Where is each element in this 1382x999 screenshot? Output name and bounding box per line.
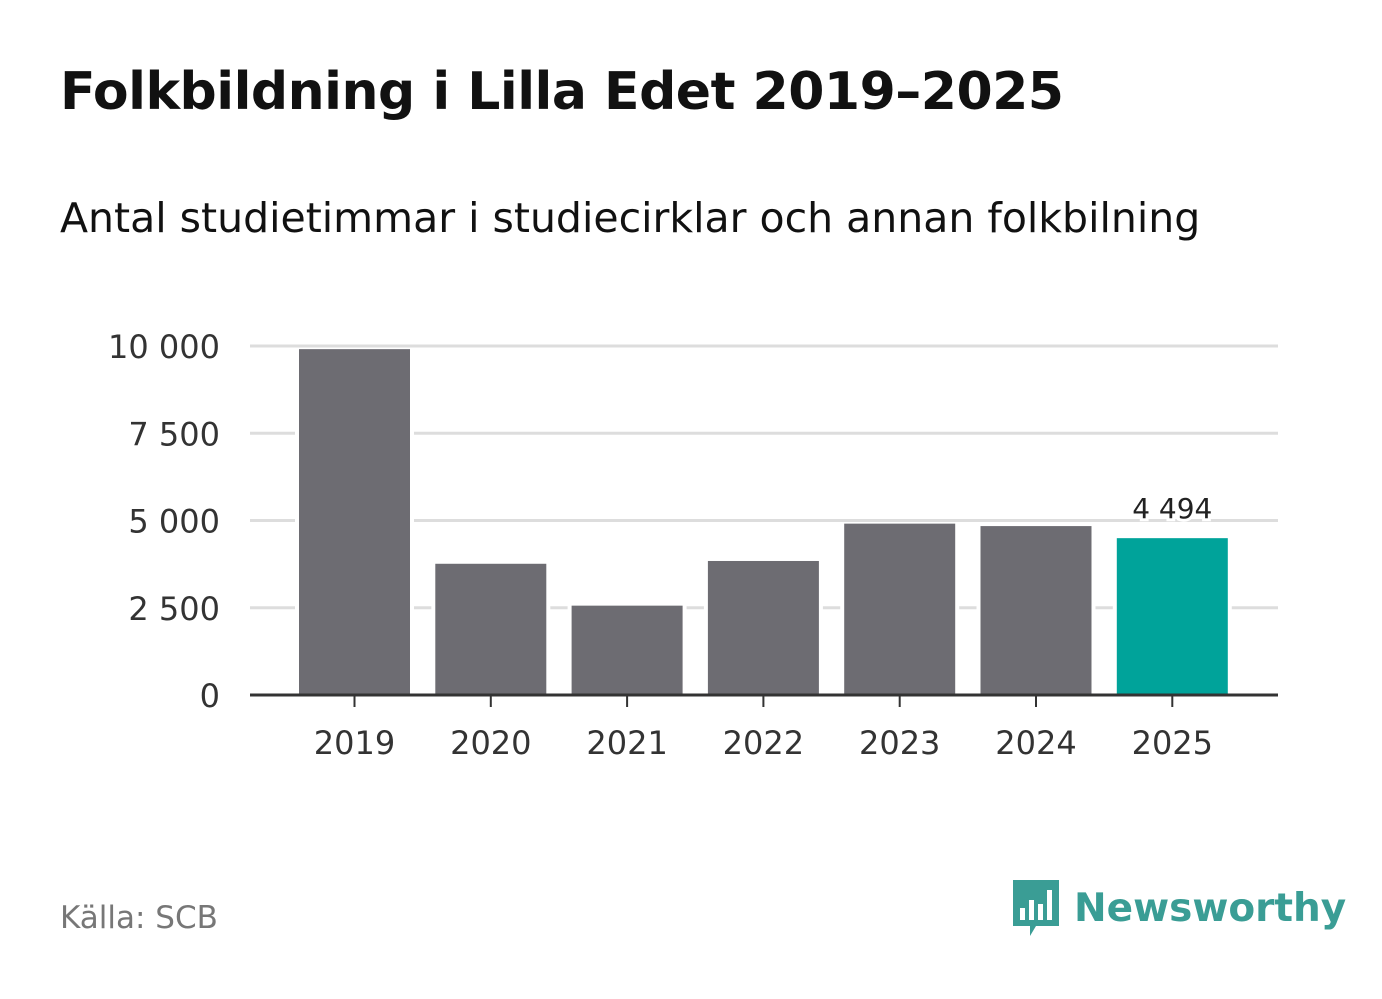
x-tick-label: 2021 — [586, 724, 667, 762]
data-label-2025: 4 494 — [1132, 492, 1212, 525]
bar-2022 — [707, 560, 819, 695]
bar-2019 — [299, 349, 410, 695]
newsworthy-logo-icon — [1013, 880, 1059, 936]
x-tick-label: 2023 — [859, 724, 940, 762]
x-tick-label: 2022 — [723, 724, 804, 762]
chart-subtitle: Antal studietimmar i studiecirklar och a… — [60, 194, 1201, 242]
x-tick-label: 2020 — [450, 724, 531, 762]
y-tick-label: 2 500 — [128, 590, 220, 628]
y-tick-label: 7 500 — [128, 415, 220, 453]
y-tick-label: 5 000 — [128, 503, 220, 541]
brand-name: Newsworthy — [1074, 885, 1347, 931]
y-tick-label: 0 — [200, 677, 220, 715]
bar-2021 — [571, 605, 683, 695]
bar-2023 — [844, 523, 956, 695]
x-tick-label: 2019 — [314, 724, 395, 762]
x-tick-label: 2024 — [995, 724, 1076, 762]
bar-2025 — [1116, 538, 1228, 695]
chart-title: Folkbildning i Lilla Edet 2019–2025 — [60, 62, 1064, 122]
bar-2020 — [435, 563, 547, 695]
x-tick-label: 2025 — [1132, 724, 1213, 762]
y-tick-label: 10 000 — [108, 328, 220, 366]
bar-2024 — [980, 526, 1092, 695]
brand-logo: Newsworthy — [1010, 878, 1346, 938]
source-note: Källa: SCB — [60, 900, 218, 936]
